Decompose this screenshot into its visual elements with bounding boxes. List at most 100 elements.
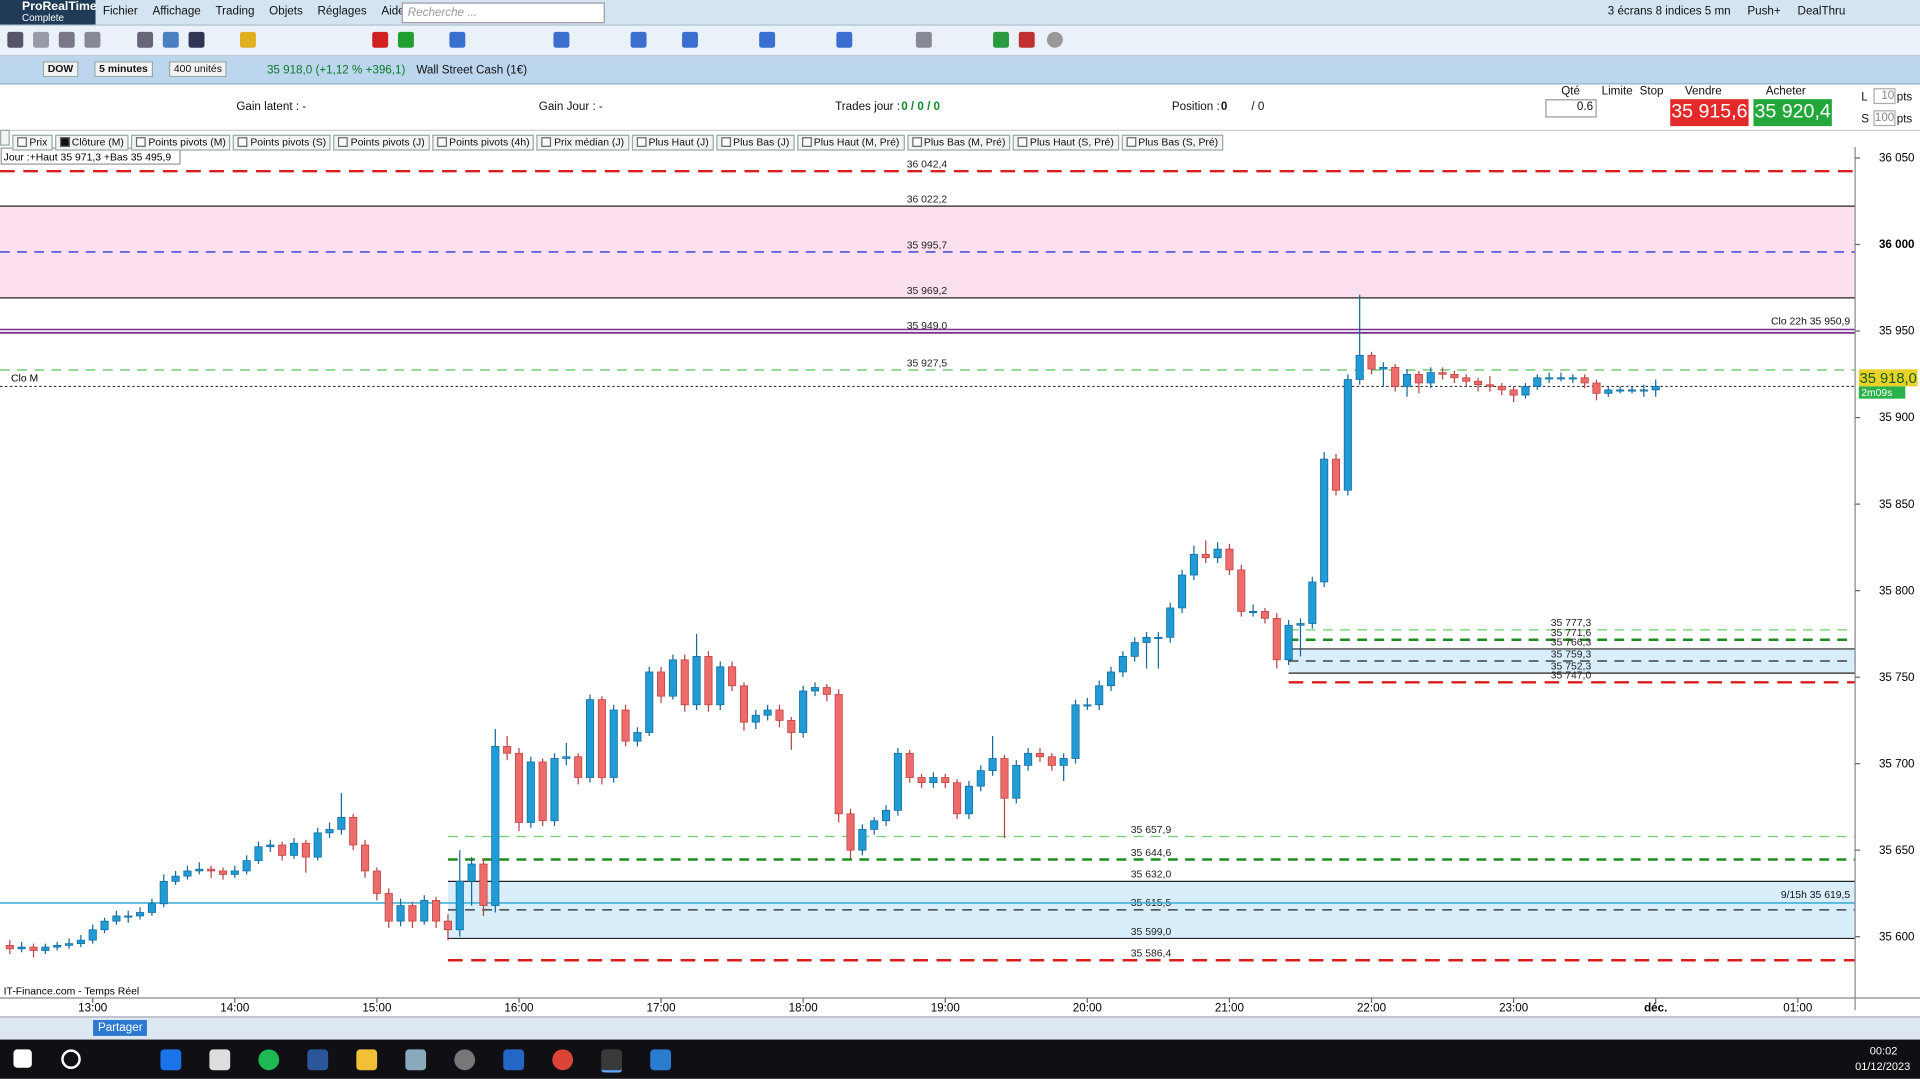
tool-icon[interactable]	[372, 31, 389, 48]
start-button[interactable]	[13, 1049, 32, 1068]
x-tick-label: 22:00	[1357, 1001, 1387, 1014]
symbol-select[interactable]: DOW	[42, 61, 79, 78]
app-icon[interactable]	[405, 1049, 427, 1071]
buy-button[interactable]: 35 920,4	[1753, 99, 1832, 127]
candle-body	[905, 752, 914, 778]
tool-icon[interactable]	[162, 31, 179, 48]
indicator-button[interactable]: Plus Haut (M, Pré)	[796, 134, 905, 151]
app-icon[interactable]	[454, 1049, 476, 1071]
push-button[interactable]: Push+	[1747, 4, 1781, 19]
tool-icon[interactable]	[993, 31, 1009, 48]
period-select[interactable]: 5 minutes	[94, 61, 153, 78]
menu-item[interactable]: Aide	[381, 4, 405, 19]
checkbox[interactable]	[720, 137, 731, 147]
app-icon[interactable]	[160, 1049, 182, 1071]
sell-button[interactable]: 35 915,6	[1670, 99, 1749, 127]
tool-icon[interactable]	[397, 31, 414, 48]
tool-icon[interactable]	[759, 31, 776, 48]
stop-label[interactable]: Stop	[1639, 84, 1664, 98]
trades-label: Trades jour :	[835, 100, 900, 114]
indicator-button[interactable]: Points pivots (J)	[333, 134, 430, 151]
checkbox[interactable]	[59, 137, 70, 147]
search-button[interactable]	[61, 1049, 81, 1069]
add-indicator[interactable]	[0, 129, 10, 146]
checkbox[interactable]	[636, 137, 647, 147]
tool-icon[interactable]	[915, 31, 932, 48]
candle-body	[834, 694, 843, 815]
menu-item[interactable]: Affichage	[152, 4, 201, 19]
menu-item[interactable]: Trading	[215, 4, 255, 19]
indicator-button[interactable]: Clôture (M)	[54, 134, 129, 151]
tool-icon[interactable]	[449, 31, 466, 48]
x-tick-label: 23:00	[1499, 1001, 1529, 1014]
indicator-button[interactable]: Plus Bas (J)	[716, 134, 795, 151]
menu-item[interactable]: Fichier	[102, 4, 138, 19]
checkbox[interactable]	[338, 137, 349, 147]
tool-icon[interactable]	[630, 31, 647, 48]
tool-icon[interactable]	[84, 31, 101, 48]
checkbox[interactable]	[1126, 137, 1136, 147]
app-icon[interactable]	[209, 1049, 231, 1071]
l-label: L	[1861, 90, 1868, 105]
menu-item[interactable]: Objets	[269, 4, 303, 19]
tool-icon[interactable]	[240, 31, 256, 48]
tool-icon[interactable]	[188, 31, 205, 48]
indicator-button[interactable]: Plus Haut (J)	[631, 134, 714, 151]
checkbox[interactable]	[17, 137, 27, 147]
tool-icon[interactable]	[33, 31, 49, 48]
screens-info[interactable]: 3 écrans 8 indices 5 mn	[1607, 4, 1731, 19]
tool-icon[interactable]	[553, 31, 570, 48]
candle-body	[443, 920, 452, 931]
app-icon[interactable]	[258, 1049, 280, 1071]
l-input[interactable]: 10	[1873, 88, 1896, 105]
x-tick-label: 21:00	[1215, 1001, 1245, 1014]
indicator-button[interactable]: Plus Bas (M, Pré)	[906, 134, 1011, 151]
units-select[interactable]: 400 unités	[168, 61, 227, 78]
candle-body	[953, 782, 962, 815]
checkbox[interactable]	[541, 137, 552, 147]
limit-label[interactable]: Limite	[1601, 84, 1633, 98]
app-icon[interactable]	[552, 1049, 574, 1071]
indicator-button[interactable]: Points pivots (4h)	[432, 134, 535, 151]
logo[interactable]: ProRealTime Complete	[0, 0, 97, 25]
checkbox[interactable]	[911, 137, 922, 147]
indicator-button[interactable]: Prix médian (J)	[536, 134, 629, 151]
checkbox[interactable]	[801, 137, 812, 147]
share-button[interactable]: Partager	[93, 1020, 148, 1036]
tool-icon[interactable]	[58, 31, 75, 48]
indicator-button[interactable]: Points pivots (S)	[233, 134, 332, 151]
app-icon[interactable]	[650, 1049, 672, 1071]
indicator-label: Plus Haut (J)	[648, 135, 709, 149]
s-input[interactable]: 100	[1873, 110, 1896, 127]
indicator-label: Points pivots (J)	[350, 135, 425, 149]
dealthru-button[interactable]: DealThru	[1797, 4, 1846, 19]
indicator-button[interactable]: Prix	[12, 134, 53, 151]
menu-item[interactable]: Réglages	[317, 4, 367, 19]
candle-body	[716, 666, 725, 706]
tool-icon[interactable]	[1018, 31, 1035, 48]
indicator-label: Plus Haut (M, Pré)	[813, 135, 900, 149]
app-icon[interactable]	[503, 1049, 525, 1071]
indicator-button[interactable]: Plus Bas (S, Pré)	[1121, 134, 1224, 151]
candle-body	[1450, 373, 1459, 379]
search-box[interactable]: Recherche ...	[401, 2, 605, 24]
tool-icon[interactable]	[682, 31, 698, 48]
app-icon[interactable]	[601, 1049, 623, 1073]
qty-input[interactable]: 0.6	[1545, 99, 1597, 118]
candle-body	[1154, 636, 1163, 639]
candle-body	[1627, 389, 1637, 392]
app-icon[interactable]	[356, 1049, 378, 1071]
indicator-button[interactable]: Points pivots (M)	[131, 134, 231, 151]
checkbox[interactable]	[238, 137, 248, 147]
tool-icon[interactable]	[137, 31, 154, 48]
checkbox[interactable]	[136, 137, 146, 147]
app-icon[interactable]	[307, 1049, 329, 1071]
checkbox[interactable]	[1017, 137, 1028, 147]
tool-icon[interactable]	[7, 31, 24, 48]
candle-body	[1592, 382, 1601, 394]
checkbox[interactable]	[436, 137, 447, 147]
candle-body	[585, 699, 595, 778]
tool-icon[interactable]	[836, 31, 853, 48]
indicator-button[interactable]: Plus Haut (S, Pré)	[1012, 134, 1119, 151]
tool-icon[interactable]	[1046, 31, 1063, 48]
